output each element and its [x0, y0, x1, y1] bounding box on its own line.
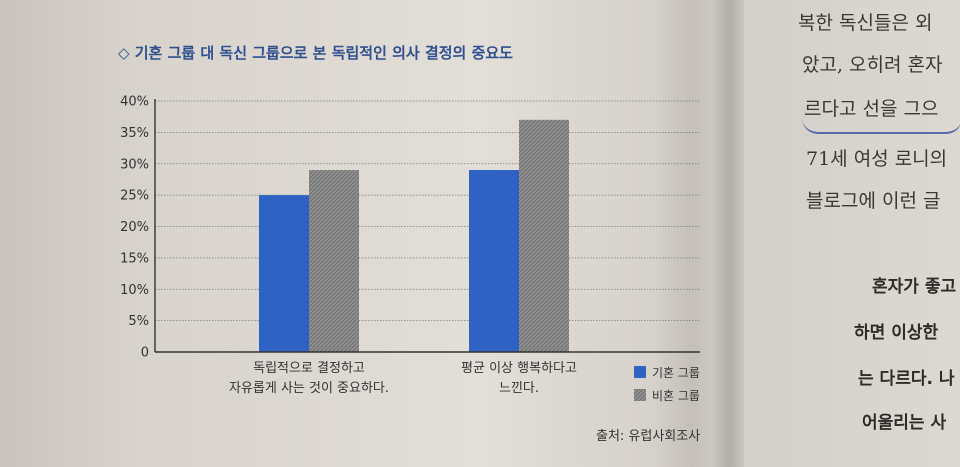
book-gutter-shadow — [712, 0, 744, 467]
legend-swatch — [634, 389, 646, 401]
right-page-line: 혼자가 좋고 — [872, 277, 957, 297]
bar-single — [519, 119, 569, 352]
book-right-page: 복한 독신들은 외 았고, 오히려 혼자 르다고 선을 그으 71세 여성 로니… — [744, 0, 960, 467]
legend-label: 비혼 그룹 — [652, 389, 700, 403]
x-category-label: 평균 이상 행복하다고 — [461, 360, 577, 376]
bar-chart: 0 5% 10% 15% 20% 25% 30% 35% 40% 독립적으로 결정하고자유롭게 … — [120, 95, 700, 403]
right-page-line: 는 다르다. 나 — [858, 369, 955, 389]
source-note: 출처: 유럽사회조사 — [596, 429, 701, 444]
x-category-label: 느낀다. — [499, 381, 539, 396]
y-tick-label: 5% — [128, 314, 149, 329]
y-tick-label: 10% — [120, 283, 149, 298]
x-category-label: 독립적으로 결정하고 — [253, 361, 365, 376]
right-page-line: 71세 여성 로니의 — [806, 148, 948, 170]
gridlines — [155, 100, 700, 322]
pen-underline-mark — [802, 118, 960, 134]
y-tick-label: 0 — [141, 346, 149, 361]
right-page-line: 어울리는 사 — [862, 413, 947, 433]
y-tick-label: 25% — [120, 189, 149, 204]
legend-swatch — [634, 366, 646, 378]
right-page-line: 르다고 선을 그으 — [804, 98, 939, 120]
right-page-line: 블로그에 이런 글 — [806, 190, 941, 212]
right-page-line: 복한 독신들은 외 — [798, 12, 933, 34]
y-tick-label: 40% — [120, 95, 149, 110]
axes — [154, 99, 700, 353]
bar-married — [469, 170, 519, 352]
bar-married — [259, 195, 309, 352]
y-axis-ticks: 0 5% 10% 15% 20% 25% 30% 35% 40% — [120, 95, 149, 361]
y-tick-label: 35% — [120, 126, 149, 141]
bar-single — [309, 170, 359, 352]
right-page-line: 았고, 오히려 혼자 — [802, 54, 943, 76]
y-tick-label: 15% — [120, 251, 149, 266]
legend-label: 기혼 그룹 — [652, 366, 700, 380]
y-tick-label: 20% — [120, 220, 149, 235]
x-category-label: 자유롭게 사는 것이 중요하다. — [229, 381, 389, 396]
y-tick-label: 30% — [120, 157, 149, 172]
right-page-line: 하면 이상한 — [854, 323, 939, 343]
bars — [259, 119, 569, 352]
book-left-page: ◇ 기혼 그룹 대 독신 그룹으로 본 독립적인 의사 결정의 중요도 0 5% 1… — [118, 44, 701, 444]
chart-title: ◇ 기혼 그룹 대 독신 그룹으로 본 독립적인 의사 결정의 중요도 — [118, 44, 513, 62]
